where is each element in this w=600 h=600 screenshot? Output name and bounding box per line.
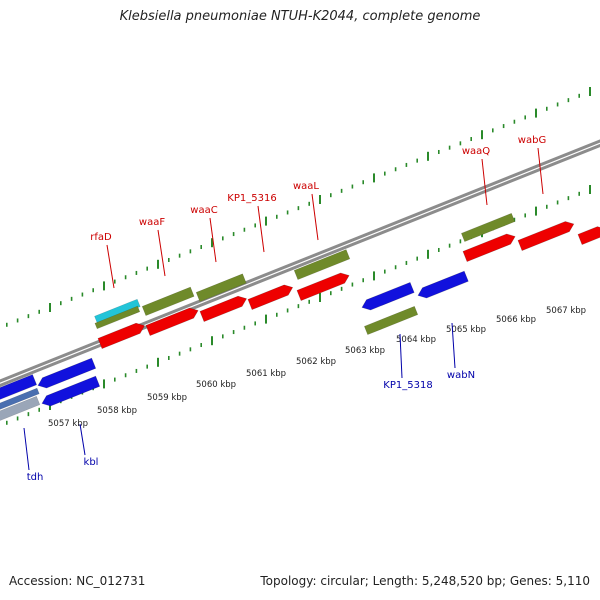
label-leader-line bbox=[399, 333, 403, 379]
gene-label[interactable]: waaL bbox=[293, 181, 319, 192]
forward-gene-arrow[interactable] bbox=[462, 231, 517, 262]
feature-bar bbox=[141, 286, 195, 316]
accession-text: Accession: NC_012731 bbox=[9, 574, 146, 588]
tick-label: 5060 kbp bbox=[196, 380, 236, 390]
feature-bar bbox=[94, 305, 141, 330]
gene-label[interactable]: wabG bbox=[518, 135, 546, 146]
reverse-gene-arrow[interactable] bbox=[416, 270, 469, 301]
label-leader-line bbox=[209, 217, 217, 263]
gene-label[interactable]: kbl bbox=[84, 457, 99, 468]
gene-label[interactable]: KP1_5318 bbox=[383, 380, 432, 391]
label-leader-line bbox=[23, 427, 30, 471]
reverse-gene-arrow[interactable] bbox=[0, 374, 37, 403]
feature-bar-grey bbox=[0, 395, 41, 426]
gene-track bbox=[0, 219, 600, 408]
map-title: Klebsiella pneumoniae NTUH-K2044, comple… bbox=[119, 9, 481, 24]
genome-backbone-line-inner bbox=[0, 143, 600, 388]
tick-label: 5059 kbp bbox=[147, 393, 187, 403]
gene-label[interactable]: waaF bbox=[139, 217, 165, 228]
feature-bar bbox=[461, 212, 516, 243]
tick-label: 5062 kbp bbox=[296, 357, 336, 367]
feature-bar bbox=[195, 273, 247, 302]
forward-gene-arrow[interactable] bbox=[247, 282, 295, 310]
forward-gene-arrow[interactable] bbox=[577, 224, 600, 245]
tick-label: 5066 kbp bbox=[496, 315, 536, 325]
gene-label[interactable]: wabN bbox=[447, 370, 475, 381]
reverse-gene-arrow[interactable] bbox=[360, 281, 415, 312]
feature-bar bbox=[293, 249, 351, 280]
gene-label[interactable]: KP1_5316 bbox=[227, 193, 276, 204]
label-leader-line bbox=[481, 158, 488, 206]
label-leader-line bbox=[106, 244, 115, 289]
genome-backbone bbox=[0, 139, 600, 388]
tick-label: 5063 kbp bbox=[345, 346, 385, 356]
tick-label: 5061 kbp bbox=[246, 369, 286, 379]
label-leader-line bbox=[257, 205, 265, 253]
gene-label[interactable]: rfaD bbox=[90, 232, 112, 243]
label-leader-line bbox=[537, 147, 544, 195]
reverse-gene-arrow[interactable] bbox=[36, 357, 97, 390]
tick-label: 5058 kbp bbox=[97, 406, 137, 416]
forward-gene-arrow[interactable] bbox=[145, 305, 200, 336]
label-leader-line bbox=[451, 322, 456, 369]
feature-bar bbox=[364, 305, 419, 336]
tick-label: 5067 kbp bbox=[546, 306, 586, 316]
outer-tick-track bbox=[6, 85, 600, 327]
tick-label: 5064 kbp bbox=[396, 335, 436, 345]
label-leader-line bbox=[157, 229, 166, 277]
gene-label[interactable]: waaQ bbox=[462, 146, 490, 157]
tick-label-group: 5057 kbp 5058 kbp 5059 kbp 5060 kbp 5061 kbp… bbox=[48, 306, 586, 429]
gene-label-group: rfaD waaF waaC KP1_5316 waaL waaQ wabG tdh kbl KP… bbox=[23, 135, 546, 483]
forward-gene-arrow[interactable] bbox=[517, 219, 576, 251]
genome-summary-text: Topology: circular; Length: 5,248,520 bp… bbox=[260, 574, 590, 588]
genome-backbone-line-outer bbox=[0, 139, 600, 383]
forward-gene-arrow[interactable] bbox=[97, 321, 147, 349]
feature-track bbox=[0, 212, 516, 426]
gene-label[interactable]: waaC bbox=[190, 205, 217, 216]
tick-label: 5065 kbp bbox=[446, 325, 486, 335]
forward-gene-arrow[interactable] bbox=[296, 270, 351, 301]
gene-label[interactable]: tdh bbox=[27, 472, 44, 483]
label-leader-line bbox=[79, 423, 86, 456]
feature-bar-steel bbox=[0, 387, 40, 415]
label-leader-line bbox=[311, 193, 319, 241]
forward-gene-arrow[interactable] bbox=[199, 294, 249, 322]
tick-label: 5057 kbp bbox=[48, 419, 88, 429]
reverse-gene-arrow[interactable] bbox=[40, 375, 101, 408]
